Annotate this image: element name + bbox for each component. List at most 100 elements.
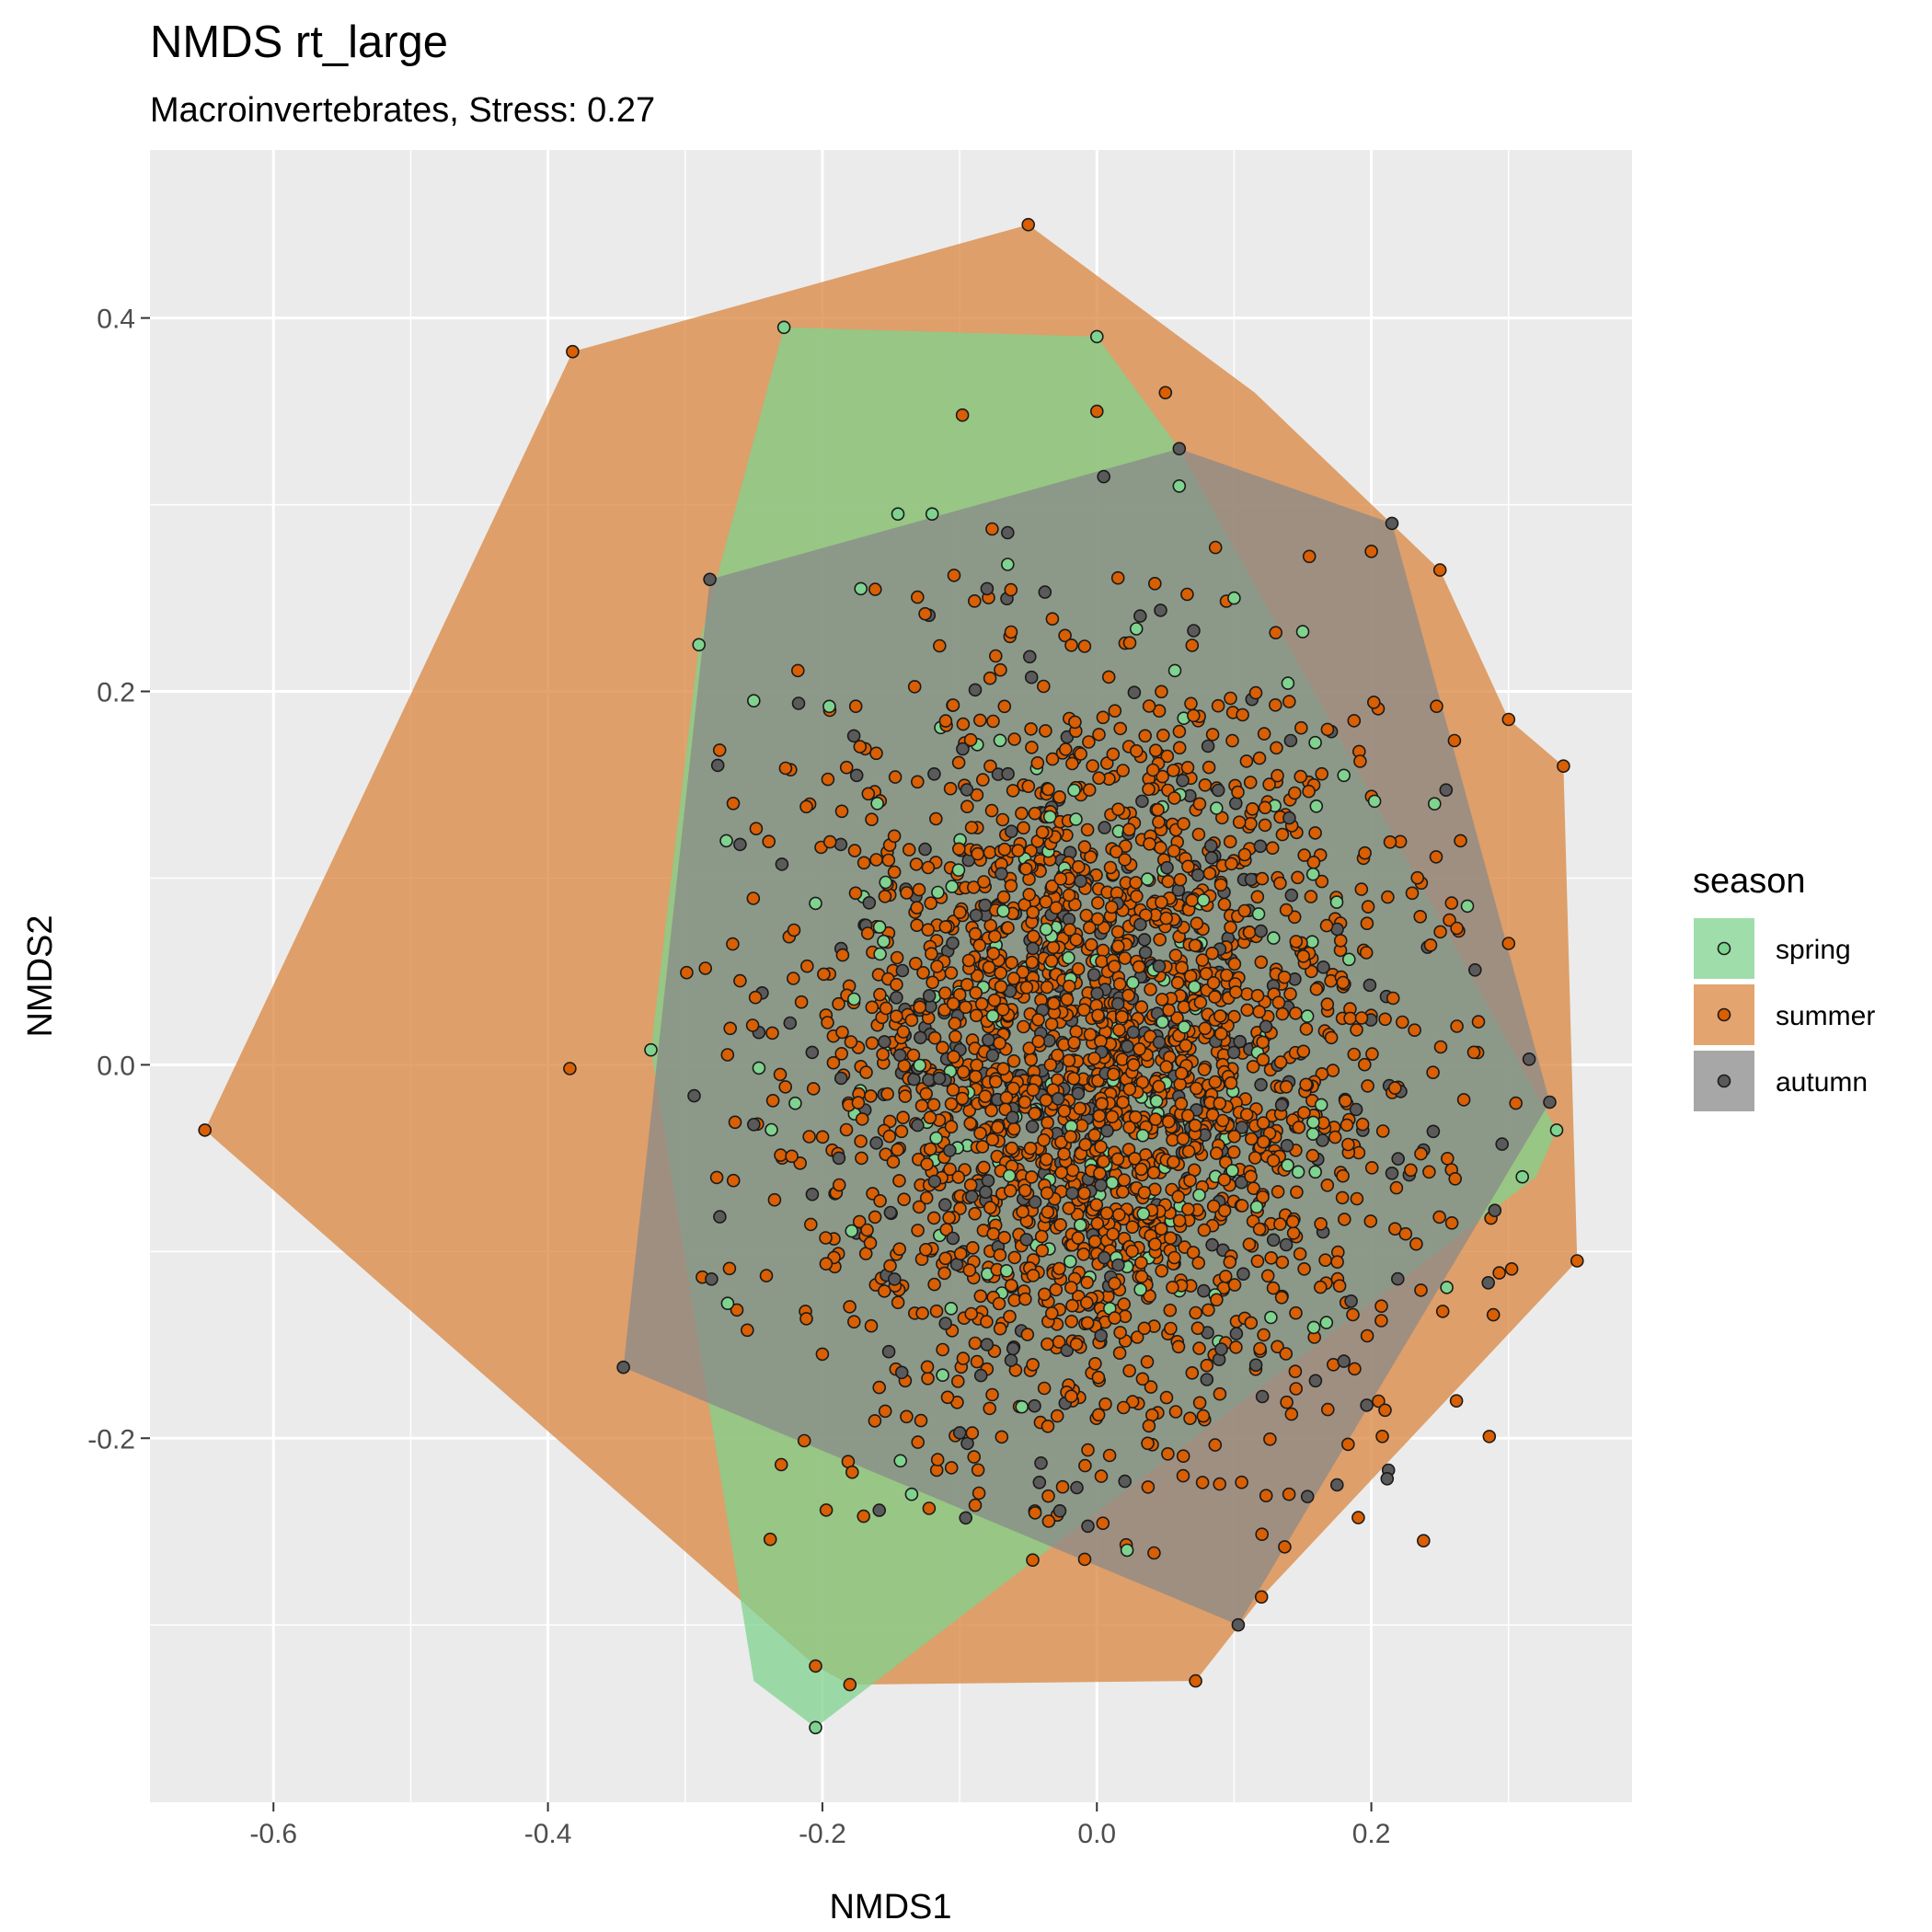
point-summer: [773, 1067, 788, 1082]
point-summer: [1242, 926, 1257, 939]
point-summer: [1160, 749, 1175, 764]
point-summer: [1039, 1093, 1053, 1108]
point-autumn: [1254, 924, 1268, 938]
point-summer: [1064, 638, 1078, 652]
point-summer: [1040, 980, 1054, 995]
point-summer: [916, 966, 930, 980]
point-summer: [1275, 1255, 1290, 1270]
point-summer: [1158, 385, 1173, 400]
point-summer: [1256, 1190, 1270, 1204]
point-autumn: [1316, 1133, 1329, 1147]
point-spring: [1549, 1123, 1564, 1137]
point-autumn: [1226, 1045, 1241, 1060]
point-summer: [1051, 1048, 1064, 1063]
point-autumn: [959, 1511, 972, 1525]
point-autumn: [1065, 1186, 1079, 1201]
point-summer: [1181, 1202, 1195, 1216]
point-summer: [946, 996, 960, 1011]
point-summer: [910, 918, 924, 933]
point-autumn: [877, 1035, 891, 1049]
point-summer: [1171, 1190, 1185, 1204]
point-summer: [1173, 1077, 1187, 1091]
point-autumn: [1300, 1489, 1315, 1503]
point-summer: [1004, 879, 1018, 893]
point-summer: [1217, 1203, 1232, 1218]
point-summer: [914, 1098, 929, 1113]
point-summer: [1252, 1222, 1267, 1236]
point-summer: [1145, 1408, 1159, 1422]
point-summer: [1049, 1282, 1064, 1297]
point-autumn: [979, 1185, 993, 1199]
point-summer: [968, 1498, 983, 1512]
point-summer: [1040, 1152, 1053, 1167]
point-summer: [1198, 777, 1213, 792]
point-summer: [940, 1390, 955, 1405]
point-summer: [1253, 1341, 1267, 1356]
point-summer: [723, 1021, 738, 1036]
point-summer: [963, 1116, 977, 1131]
point-summer: [1018, 1292, 1032, 1306]
point-autumn: [914, 1030, 927, 1045]
point-spring: [1305, 867, 1320, 881]
point-summer: [1299, 1022, 1314, 1036]
point-summer: [1190, 916, 1204, 931]
point-spring: [1126, 975, 1140, 990]
point-summer: [1288, 786, 1302, 800]
point-summer: [1252, 1005, 1266, 1018]
point-summer: [1248, 1151, 1262, 1165]
point-summer: [987, 993, 1002, 1007]
point-summer: [868, 582, 882, 596]
point-summer: [1077, 1552, 1092, 1567]
point-summer: [1296, 949, 1310, 963]
point-spring: [752, 1061, 766, 1075]
point-summer: [1213, 878, 1228, 892]
point-spring: [1133, 1282, 1147, 1296]
point-summer: [799, 799, 813, 814]
point-autumn: [982, 1033, 995, 1047]
point-autumn: [952, 1426, 967, 1440]
point-summer: [1570, 1254, 1584, 1268]
point-summer: [1239, 1108, 1254, 1121]
point-summer: [1133, 1042, 1146, 1056]
point-summer: [1324, 1030, 1339, 1045]
point-summer: [900, 1409, 914, 1424]
point-summer: [1191, 1256, 1205, 1270]
point-autumn: [883, 1205, 898, 1220]
point-summer: [1223, 1255, 1237, 1270]
point-autumn: [869, 1136, 883, 1150]
point-spring: [1069, 812, 1083, 826]
point-summer: [1083, 920, 1097, 935]
point-summer: [1192, 1396, 1207, 1410]
point-spring: [1249, 1200, 1264, 1214]
point-spring: [873, 947, 887, 961]
point-summer: [1232, 815, 1247, 830]
point-summer: [1220, 968, 1234, 983]
point-summer: [1110, 845, 1123, 859]
point-summer: [1170, 1011, 1184, 1025]
point-summer: [873, 987, 887, 1002]
point-summer: [921, 923, 936, 937]
point-summer: [1271, 1340, 1284, 1354]
point-autumn: [733, 837, 747, 852]
point-summer: [1259, 1489, 1273, 1502]
point-summer: [1450, 921, 1464, 936]
point-summer: [1215, 1113, 1230, 1128]
point-summer: [1433, 925, 1447, 939]
point-summer: [1266, 1154, 1281, 1167]
point-autumn: [1097, 469, 1110, 484]
point-summer: [1350, 1023, 1363, 1037]
point-autumn: [965, 1190, 979, 1203]
y-axis-title: NMDS2: [21, 914, 60, 1037]
point-summer: [1035, 825, 1050, 839]
point-summer: [1050, 1409, 1064, 1423]
point-autumn: [1391, 1152, 1405, 1166]
point-summer: [918, 1243, 933, 1257]
point-summer: [960, 977, 974, 992]
point-summer: [948, 1017, 962, 1030]
point-summer: [892, 1174, 906, 1188]
point-summer: [1045, 1306, 1059, 1320]
legend-point-summer: [1717, 1007, 1731, 1022]
point-summer: [1105, 1110, 1120, 1124]
point-summer: [1057, 1104, 1072, 1118]
point-autumn: [980, 1338, 995, 1351]
